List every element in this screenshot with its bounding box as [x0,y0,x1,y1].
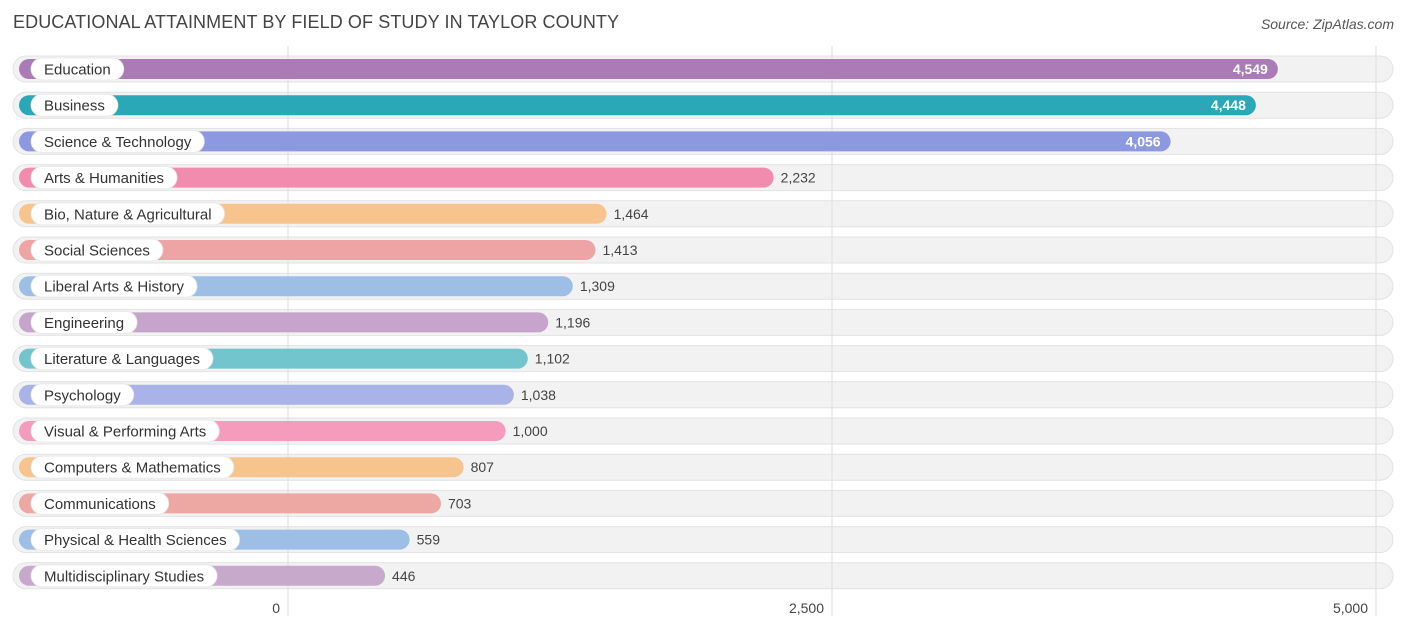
bar [19,167,774,188]
category-label: Engineering [44,315,124,332]
bar [19,95,1256,116]
bar [19,384,514,405]
category-label-pill [30,57,125,81]
category-label: Science & Technology [44,134,192,151]
value-label: 4,056 [1126,133,1161,149]
chart-title: EDUCATIONAL ATTAINMENT BY FIELD OF STUDY… [13,12,620,32]
source-credit: Source: ZipAtlas.com [1260,16,1394,32]
value-label: 1,413 [602,242,637,258]
category-label-pill [30,564,218,588]
value-label: 1,000 [513,423,548,439]
category-label-pill [30,491,170,515]
category-label-pill [30,238,164,262]
category-label-pill [30,129,205,153]
category-label-pill [30,347,214,371]
x-tick-label: 0 [272,600,280,616]
category-label: Liberal Arts & History [44,279,185,296]
category-label-pill [30,274,198,298]
category-label-pill [30,93,119,117]
value-label: 1,038 [521,387,556,403]
value-label: 4,448 [1211,97,1246,113]
x-tick-label: 5,000 [1333,600,1368,616]
category-label: Physical & Health Sciences [44,532,227,549]
value-label: 1,196 [555,314,590,330]
value-label: 807 [471,459,495,475]
value-label: 446 [392,568,416,584]
bar [19,240,596,260]
value-label: 1,464 [614,206,649,222]
x-tick-label: 2,500 [789,600,824,616]
category-label-pill [30,202,225,226]
bar [19,312,549,333]
category-label-pill [30,310,138,334]
category-label: Psychology [44,387,121,404]
value-label: 4,549 [1233,61,1268,77]
category-label-pill [30,383,135,407]
category-label: Arts & Humanities [44,170,164,187]
value-label: 1,102 [535,351,570,367]
category-label-pill [30,166,178,190]
category-label-pill [30,455,235,479]
category-label-pill [30,419,220,443]
category-label: Communications [44,496,156,513]
bar [19,59,1278,79]
category-label: Social Sciences [44,243,150,260]
value-label: 1,309 [580,278,615,294]
category-label: Education [44,62,111,79]
category-label: Business [44,98,105,115]
value-label: 703 [448,495,472,511]
bar [19,131,1171,152]
category-label: Computers & Mathematics [44,460,221,477]
category-label: Multidisciplinary Studies [44,568,204,585]
category-label: Literature & Languages [44,351,200,368]
value-label: 2,232 [781,170,816,186]
category-label: Visual & Performing Arts [44,424,206,441]
category-label: Bio, Nature & Agricultural [44,206,212,223]
value-label: 559 [417,532,441,548]
category-label-pill [30,528,240,551]
